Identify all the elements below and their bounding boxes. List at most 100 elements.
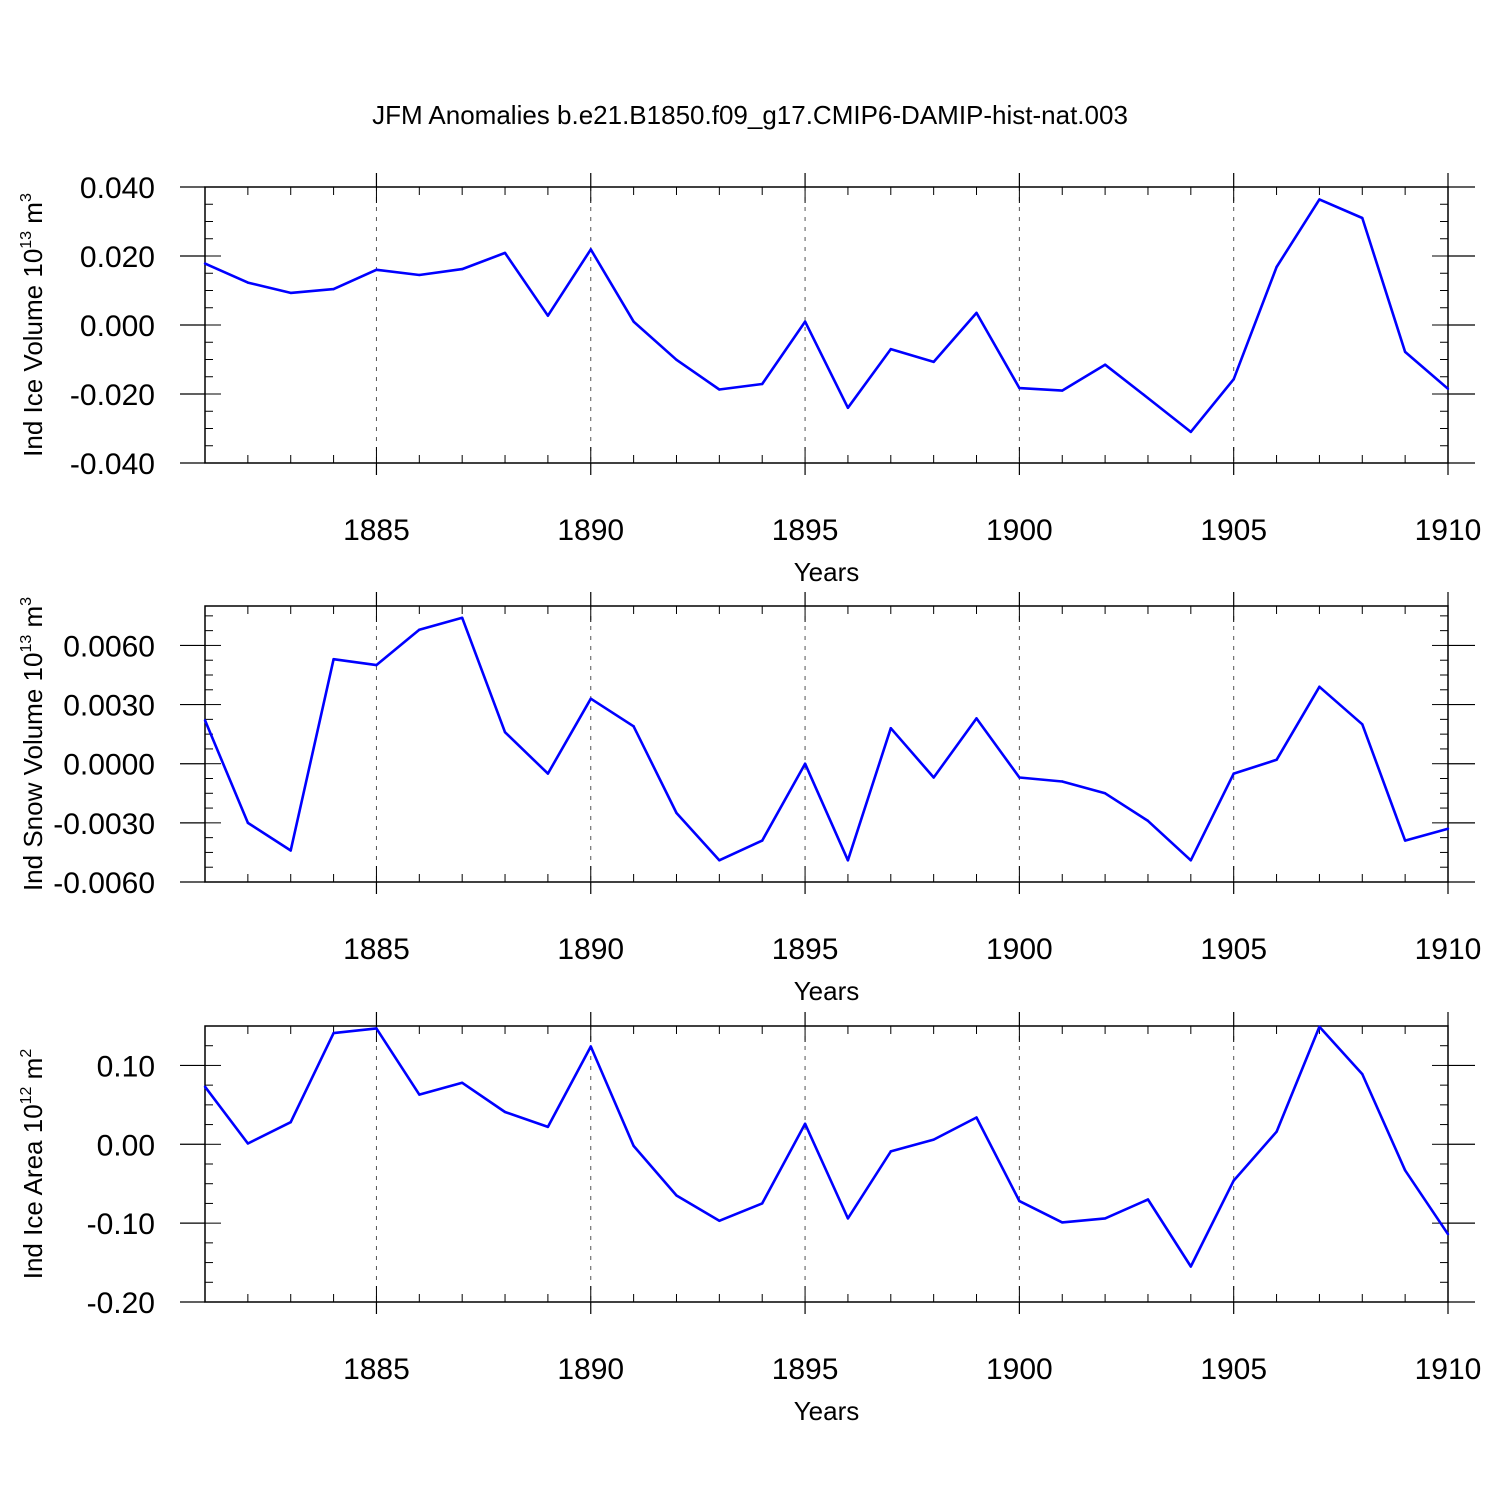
data-point-1897 <box>889 727 892 730</box>
y-axis-label: Ind Ice Volume 1013 m3 <box>18 193 48 457</box>
y-tick-label: -0.20 <box>87 1287 155 1320</box>
data-point-1896 <box>846 859 850 862</box>
y-tick-label: -0.0060 <box>53 867 155 900</box>
data-point-1907 <box>1318 198 1321 201</box>
y-tick-label: -0.0030 <box>53 808 155 841</box>
data-point-1896 <box>846 1217 850 1220</box>
data-point-1887 <box>460 267 464 271</box>
data-point-1908 <box>1361 216 1364 220</box>
data-point-1893 <box>718 859 721 862</box>
y-tick-label: 0.0030 <box>63 690 155 723</box>
data-point-1891 <box>632 320 635 323</box>
x-tick-label: 1905 <box>1200 933 1267 966</box>
data-point-1882 <box>246 281 250 284</box>
data-point-1900 <box>1018 1199 1021 1203</box>
chart-title: JFM Anomalies b.e21.B1850.f09_g17.CMIP6-… <box>372 100 1128 130</box>
x-axis-label: Years <box>794 976 860 1006</box>
data-point-1906 <box>1275 265 1278 269</box>
y-tick-label: -0.020 <box>70 379 155 412</box>
y-tick-label: -0.10 <box>87 1208 155 1241</box>
x-tick-label: 1885 <box>343 933 410 966</box>
data-point-1890 <box>589 1045 592 1048</box>
x-axis-label: Years <box>794 1396 860 1426</box>
x-tick-label: 1890 <box>557 1353 624 1386</box>
x-tick-label: 1890 <box>557 933 624 966</box>
data-point-1882 <box>246 821 250 825</box>
data-point-1902 <box>1103 363 1107 366</box>
data-point-1891 <box>632 1144 635 1148</box>
series-line <box>204 198 1449 434</box>
chart-panel-3: -0.20 -0.10 0.00 0.10 1885 1890 1895 1900 1905 19… <box>18 1012 1481 1426</box>
data-point-1903 <box>1146 819 1150 823</box>
y-axis-label: Ind Snow Volume 1013 m3 <box>18 597 48 891</box>
data-point-1904 <box>1189 1265 1193 1268</box>
data-point-1892 <box>675 811 678 815</box>
data-point-1898 <box>932 360 935 364</box>
data-point-1904 <box>1189 859 1193 862</box>
data-point-1908 <box>1361 723 1364 726</box>
data-point-1886 <box>418 1093 421 1096</box>
y-axis-label: Ind Ice Area 1012 m2 <box>18 1049 48 1280</box>
data-point-1905 <box>1232 377 1235 381</box>
x-tick-label: 1910 <box>1415 514 1482 547</box>
x-tick-label: 1895 <box>772 1353 839 1386</box>
y-tick-label: -0.040 <box>70 448 155 481</box>
x-tick-label: 1885 <box>343 1353 410 1386</box>
data-point-1891 <box>632 725 635 728</box>
data-point-1892 <box>675 1194 678 1197</box>
data-point-1886 <box>418 273 421 277</box>
y-tick-label: 0.0060 <box>63 630 155 663</box>
data-point-1902 <box>1103 792 1107 795</box>
data-point-1901 <box>1061 1221 1064 1224</box>
data-point-1909 <box>1403 839 1407 842</box>
x-tick-label: 1900 <box>986 1353 1053 1386</box>
data-point-1908 <box>1361 1072 1364 1076</box>
series-line <box>203 1025 1450 1268</box>
y-tick-label: 0.10 <box>97 1050 155 1083</box>
data-point-1900 <box>1018 386 1021 390</box>
data-point-1899 <box>975 311 978 315</box>
data-point-1903 <box>1146 396 1150 400</box>
data-point-1884 <box>332 1031 335 1035</box>
y-tick-label: 0.0000 <box>63 749 155 782</box>
plot-frame <box>204 605 1449 883</box>
data-point-1909 <box>1403 350 1407 354</box>
data-point-1901 <box>1061 389 1064 392</box>
data-point-1890 <box>589 697 592 700</box>
data-point-1881 <box>203 1085 207 1088</box>
y-tick-label: 0.000 <box>80 310 155 343</box>
data-point-1910 <box>1446 387 1450 391</box>
data-point-1905 <box>1232 772 1235 775</box>
series-line <box>203 616 1449 862</box>
data-point-1894 <box>761 382 764 386</box>
data-point-1900 <box>1018 776 1021 779</box>
data-point-1897 <box>889 1150 892 1153</box>
data-point-1895 <box>803 320 807 323</box>
x-tick-label: 1895 <box>772 514 839 547</box>
data-point-1893 <box>718 388 721 391</box>
data-point-1907 <box>1318 685 1321 689</box>
data-point-1881 <box>203 719 207 722</box>
data-point-1888 <box>503 730 507 734</box>
plot-frame <box>204 186 1449 464</box>
data-point-1906 <box>1275 1130 1278 1133</box>
data-point-1889 <box>546 772 550 775</box>
data-point-1884 <box>332 287 335 291</box>
x-tick-label: 1900 <box>986 933 1053 966</box>
x-tick-label: 1895 <box>772 933 839 966</box>
data-point-1886 <box>418 628 421 631</box>
plot-frame <box>204 1025 1449 1303</box>
data-point-1887 <box>460 1081 464 1084</box>
data-point-1904 <box>1189 430 1193 434</box>
chart-panel-1: -0.040 -0.020 0.000 0.020 0.040 1885 1890 1895 1… <box>18 172 1481 587</box>
data-point-1892 <box>675 358 678 362</box>
data-point-1883 <box>289 291 292 295</box>
data-point-1895 <box>803 762 807 765</box>
data-point-1883 <box>289 1121 292 1124</box>
data-point-1887 <box>460 616 464 620</box>
x-tick-label: 1900 <box>986 514 1053 547</box>
data-point-1902 <box>1103 1217 1107 1220</box>
y-tick-label: 0.020 <box>80 241 155 274</box>
data-point-1894 <box>761 839 764 842</box>
y-tick-label: 0.00 <box>97 1129 155 1162</box>
